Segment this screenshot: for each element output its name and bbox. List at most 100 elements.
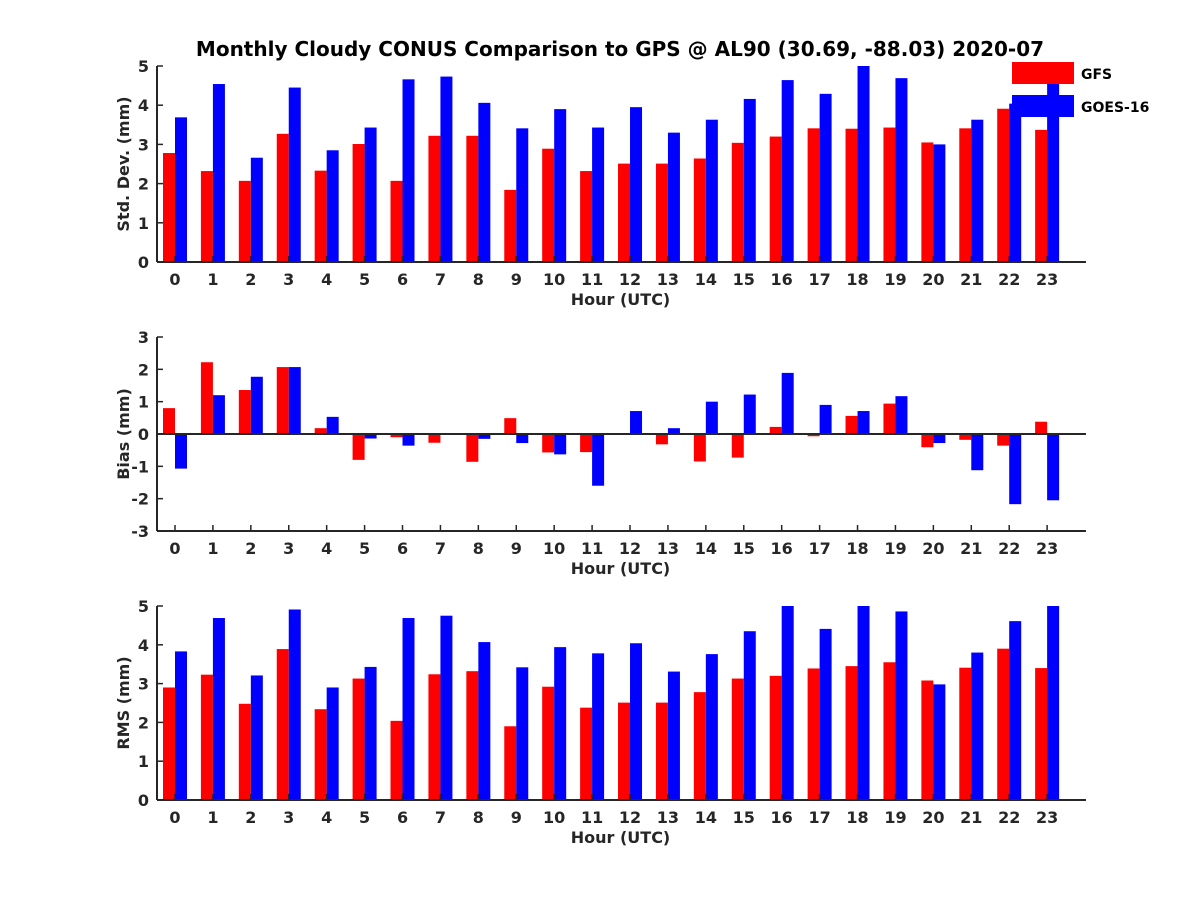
x-tick-label: 23 <box>1036 539 1058 558</box>
y-tick-label: 3 <box>138 328 149 347</box>
bar-gfs-hour-17 <box>807 434 820 437</box>
bar-gfs-hour-0 <box>163 153 175 262</box>
bar-gfs-hour-9 <box>504 726 517 800</box>
bar-gfs-hour-6 <box>390 180 403 262</box>
bar-goes16-hour-23 <box>1047 606 1060 800</box>
bar-goes16-hour-19 <box>895 611 908 800</box>
bar-gfs-hour-8 <box>466 671 479 800</box>
x-tick-label: 0 <box>169 539 180 558</box>
bar-goes16-hour-2 <box>250 376 263 434</box>
x-tick-label: 7 <box>435 539 446 558</box>
bar-goes16-hour-7 <box>440 76 453 262</box>
bar-goes16-hour-5 <box>364 127 377 262</box>
x-tick-label: 11 <box>581 539 603 558</box>
x-tick-label: 21 <box>960 539 982 558</box>
bar-goes16-hour-5 <box>364 666 377 800</box>
bar-goes16-hour-7 <box>440 615 453 800</box>
bar-gfs-hour-12 <box>618 702 631 800</box>
x-tick-label: 13 <box>657 808 679 827</box>
x-tick-label: 9 <box>511 808 522 827</box>
x-tick-label: 4 <box>321 808 332 827</box>
x-tick-label: 14 <box>695 270 717 289</box>
bar-gfs-hour-23 <box>1035 668 1048 800</box>
bar-gfs-hour-5 <box>352 678 365 800</box>
bar-gfs-hour-20 <box>921 680 934 800</box>
x-tick-label: 5 <box>359 539 370 558</box>
bar-gfs-hour-15 <box>731 434 744 458</box>
x-tick-label: 22 <box>998 270 1020 289</box>
legend-label-gfs: GFS <box>1081 67 1112 83</box>
bar-gfs-hour-4 <box>314 170 327 262</box>
x-tick-label: 4 <box>321 539 332 558</box>
x-axis-label: Hour (UTC) <box>571 290 671 309</box>
bar-gfs-hour-10 <box>542 686 555 800</box>
bar-goes16-hour-11 <box>592 653 605 800</box>
bar-gfs-hour-10 <box>542 434 555 453</box>
bar-goes16-hour-9 <box>516 128 529 262</box>
y-tick-label: 2 <box>138 713 149 732</box>
x-axis-label: Hour (UTC) <box>571 559 671 578</box>
x-tick-label: 1 <box>207 539 218 558</box>
x-tick-label: 12 <box>619 539 641 558</box>
bar-goes16-hour-14 <box>705 401 718 434</box>
bar-goes16-hour-10 <box>554 434 567 455</box>
bar-gfs-hour-13 <box>655 434 668 445</box>
x-tick-label: 13 <box>657 539 679 558</box>
x-tick-label: 19 <box>884 808 906 827</box>
bar-gfs-hour-1 <box>200 362 213 434</box>
y-axis-label: Bias (mm) <box>114 388 133 480</box>
bar-gfs-hour-19 <box>883 403 896 434</box>
bar-gfs-hour-4 <box>314 428 327 434</box>
bar-goes16-hour-19 <box>895 396 908 434</box>
x-tick-label: 3 <box>283 808 294 827</box>
bar-goes16-hour-21 <box>971 119 984 262</box>
x-tick-label: 19 <box>884 270 906 289</box>
y-tick-label: 0 <box>138 791 149 810</box>
bar-gfs-hour-0 <box>163 687 175 800</box>
x-tick-label: 6 <box>397 270 408 289</box>
bar-goes16-hour-2 <box>250 157 263 262</box>
bar-goes16-hour-18 <box>857 606 870 800</box>
bar-goes16-hour-11 <box>592 434 605 486</box>
bar-gfs-hour-18 <box>845 415 858 434</box>
x-tick-label: 13 <box>657 270 679 289</box>
bar-gfs-hour-18 <box>845 666 858 800</box>
x-tick-label: 20 <box>922 270 944 289</box>
bar-gfs-hour-19 <box>883 127 896 262</box>
x-tick-label: 8 <box>473 808 484 827</box>
y-tick-label: 0 <box>138 425 149 444</box>
bar-gfs-hour-17 <box>807 668 820 800</box>
bar-gfs-hour-1 <box>200 171 213 262</box>
bar-goes16-hour-1 <box>212 395 225 434</box>
bar-gfs-hour-22 <box>997 434 1010 446</box>
x-tick-label: 16 <box>771 270 793 289</box>
x-tick-label: 11 <box>581 808 603 827</box>
bar-goes16-hour-9 <box>516 667 529 800</box>
x-tick-label: 8 <box>473 539 484 558</box>
x-tick-label: 23 <box>1036 808 1058 827</box>
bar-gfs-hour-12 <box>618 163 631 262</box>
bar-goes16-hour-14 <box>705 119 718 262</box>
y-tick-label: 2 <box>138 360 149 379</box>
x-tick-label: 5 <box>359 808 370 827</box>
bar-goes16-hour-6 <box>402 79 415 262</box>
x-tick-label: 18 <box>846 808 868 827</box>
bar-gfs-hour-14 <box>693 158 706 262</box>
bar-goes16-hour-11 <box>592 127 605 262</box>
x-tick-label: 17 <box>808 270 830 289</box>
x-tick-label: 2 <box>245 270 256 289</box>
x-tick-label: 18 <box>846 539 868 558</box>
bar-gfs-hour-11 <box>580 434 593 453</box>
bar-goes16-hour-13 <box>667 132 680 262</box>
x-tick-label: 6 <box>397 539 408 558</box>
bar-gfs-hour-20 <box>921 434 934 448</box>
bar-goes16-hour-18 <box>857 411 870 434</box>
y-tick-label: 1 <box>138 752 149 771</box>
bar-goes16-hour-17 <box>819 404 832 434</box>
x-tick-label: 20 <box>922 808 944 827</box>
bar-gfs-hour-21 <box>959 667 972 800</box>
